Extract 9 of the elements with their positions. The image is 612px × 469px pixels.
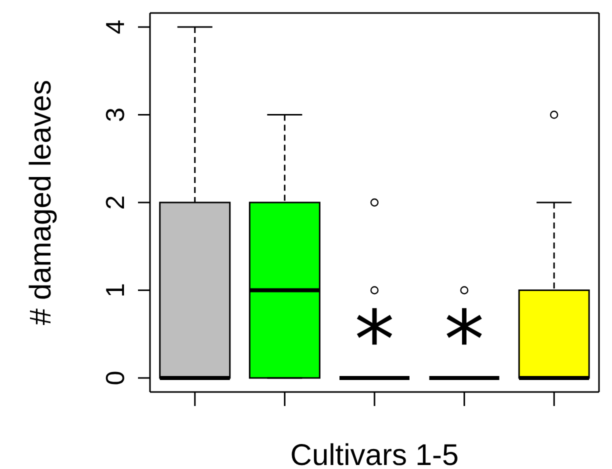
y-tick-label: 0 — [100, 370, 130, 386]
annotation: * — [444, 293, 484, 386]
x-axis-title: Cultivars 1-5 — [290, 439, 459, 469]
y-tick-label: 2 — [100, 195, 130, 210]
annotation: * — [354, 293, 394, 386]
y-axis-title: # damaged leaves — [24, 80, 58, 326]
y-tick-label: 4 — [100, 20, 130, 34]
y-tick-label: 1 — [100, 282, 130, 298]
y-tick-label: 3 — [100, 108, 130, 122]
